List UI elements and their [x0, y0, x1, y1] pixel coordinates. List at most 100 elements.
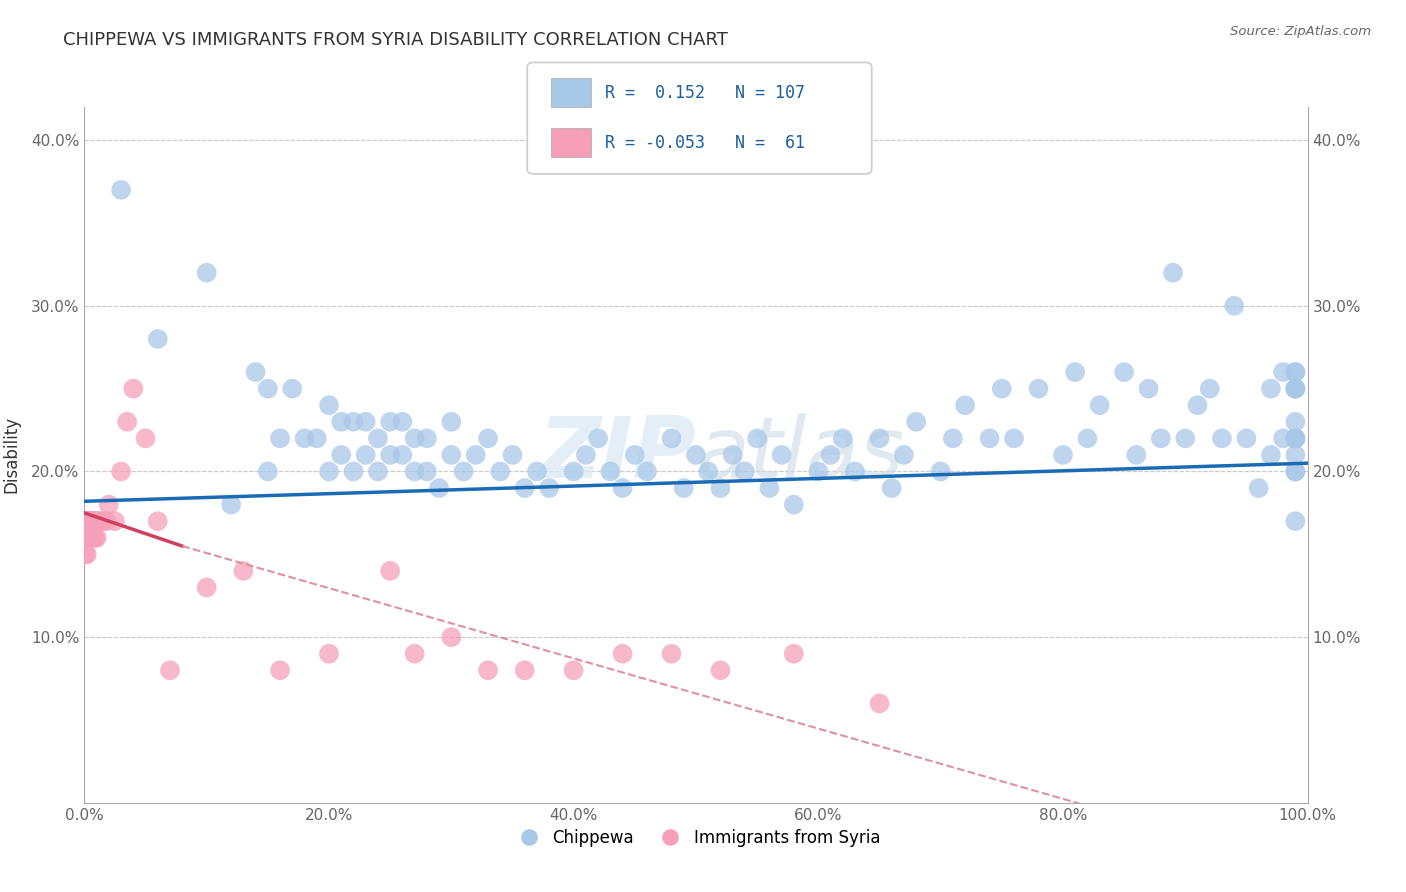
Point	[1284, 382, 1306, 396]
Point	[281, 382, 304, 396]
Point	[330, 415, 353, 429]
Point	[575, 448, 598, 462]
Point	[79, 514, 101, 528]
Point	[538, 481, 561, 495]
Point	[416, 431, 439, 445]
Point	[820, 448, 842, 462]
Point	[146, 514, 169, 528]
Point	[342, 415, 364, 429]
Point	[477, 431, 499, 445]
Point	[513, 481, 536, 495]
Point	[1272, 365, 1295, 379]
Point	[80, 531, 103, 545]
Point	[342, 465, 364, 479]
Point	[1284, 514, 1306, 528]
Point	[672, 481, 695, 495]
Point	[1284, 365, 1306, 379]
Point	[1260, 448, 1282, 462]
Point	[1284, 448, 1306, 462]
Point	[330, 448, 353, 462]
Point	[1076, 431, 1098, 445]
Point	[953, 398, 976, 412]
Point	[77, 531, 100, 545]
Point	[232, 564, 254, 578]
Point	[318, 647, 340, 661]
Point	[195, 266, 218, 280]
Point	[1211, 431, 1233, 445]
Point	[758, 481, 780, 495]
Point	[80, 514, 103, 528]
Legend: Chippewa, Immigrants from Syria: Chippewa, Immigrants from Syria	[505, 822, 887, 854]
Text: atlas: atlas	[696, 413, 904, 497]
Point	[77, 531, 100, 545]
Text: R = -0.053   N =  61: R = -0.053 N = 61	[605, 134, 804, 152]
Point	[477, 663, 499, 677]
Point	[257, 465, 280, 479]
Point	[76, 547, 98, 561]
Point	[83, 514, 105, 528]
Point	[1284, 431, 1306, 445]
Point	[110, 183, 132, 197]
Point	[110, 465, 132, 479]
Point	[721, 448, 744, 462]
Point	[404, 431, 426, 445]
Point	[86, 531, 108, 545]
Point	[1284, 382, 1306, 396]
Point	[783, 647, 806, 661]
Point	[807, 465, 830, 479]
Point	[1052, 448, 1074, 462]
Point	[1272, 431, 1295, 445]
Point	[75, 531, 97, 545]
Point	[526, 465, 548, 479]
Point	[86, 514, 108, 528]
Point	[79, 531, 101, 545]
Point	[380, 564, 402, 578]
Point	[83, 531, 105, 545]
Point	[1125, 448, 1147, 462]
Point	[146, 332, 169, 346]
Point	[367, 431, 389, 445]
Point	[489, 465, 512, 479]
Point	[1088, 398, 1111, 412]
Point	[979, 431, 1001, 445]
Point	[1161, 266, 1184, 280]
Point	[76, 514, 98, 528]
Point	[929, 465, 952, 479]
Point	[513, 663, 536, 677]
Point	[416, 465, 439, 479]
Point	[404, 647, 426, 661]
Point	[195, 581, 218, 595]
Point	[440, 448, 463, 462]
Point	[269, 663, 291, 677]
Point	[624, 448, 647, 462]
Point	[734, 465, 756, 479]
Point	[1174, 431, 1197, 445]
Point	[612, 647, 634, 661]
Point	[1187, 398, 1209, 412]
Text: CHIPPEWA VS IMMIGRANTS FROM SYRIA DISABILITY CORRELATION CHART: CHIPPEWA VS IMMIGRANTS FROM SYRIA DISABI…	[63, 31, 728, 49]
Point	[75, 514, 97, 528]
Point	[83, 514, 105, 528]
Point	[367, 465, 389, 479]
Point	[562, 663, 585, 677]
Point	[942, 431, 965, 445]
Point	[77, 514, 100, 528]
Point	[1284, 431, 1306, 445]
Point	[91, 514, 114, 528]
Point	[1028, 382, 1050, 396]
Point	[464, 448, 486, 462]
Point	[77, 531, 100, 545]
Point	[1284, 465, 1306, 479]
Point	[869, 697, 891, 711]
Y-axis label: Disability: Disability	[1, 417, 20, 493]
Point	[880, 481, 903, 495]
Point	[77, 514, 100, 528]
Point	[599, 465, 621, 479]
Text: Source: ZipAtlas.com: Source: ZipAtlas.com	[1230, 25, 1371, 38]
Text: ZIP: ZIP	[538, 413, 696, 497]
Point	[104, 514, 127, 528]
Point	[77, 514, 100, 528]
Point	[245, 365, 267, 379]
Point	[661, 431, 683, 445]
Point	[115, 415, 138, 429]
